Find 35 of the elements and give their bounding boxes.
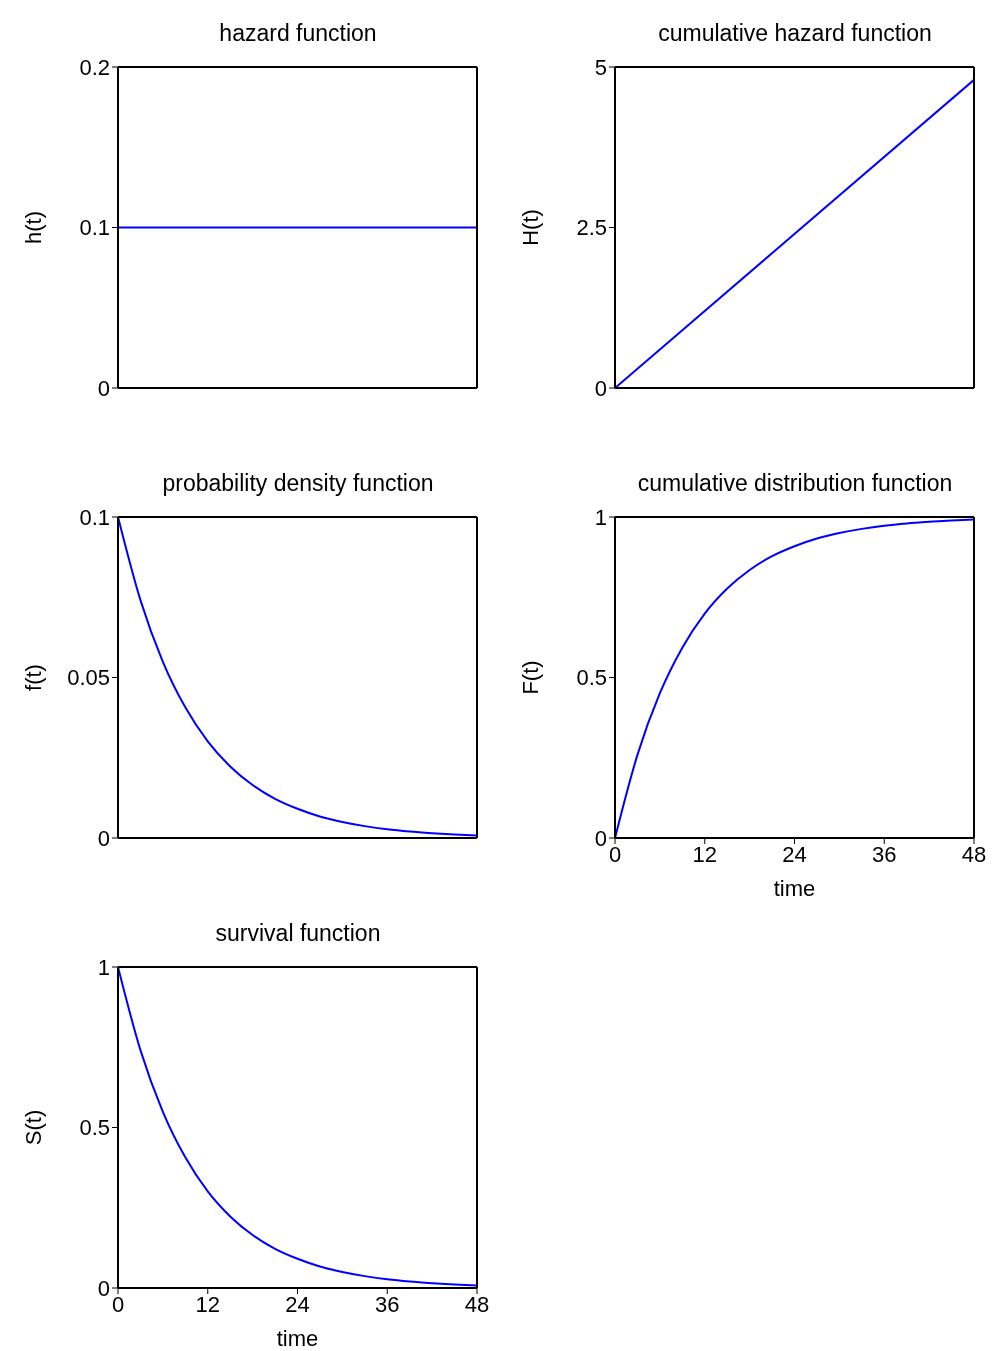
chart-title: cumulative distribution function	[636, 470, 954, 497]
x-axis-title: time	[773, 876, 816, 901]
y-tick-label: 0	[97, 375, 110, 401]
x-tick-label: 12	[195, 1291, 220, 1317]
y-axis-title: S(t)	[20, 1109, 46, 1146]
x-tick-label: 36	[375, 1291, 400, 1317]
chart-title: survival function	[214, 920, 382, 947]
x-tick-label: 12	[692, 841, 717, 867]
x-tick-label: 24	[782, 841, 807, 867]
y-axis-title: f(t)	[20, 664, 46, 691]
x-tick-label: 36	[872, 841, 897, 867]
chart-title: cumulative hazard function	[657, 20, 933, 47]
x-tick-label: 24	[285, 1291, 310, 1317]
y-tick-label: 0	[97, 1275, 110, 1301]
chart-title: probability density function	[161, 470, 435, 497]
y-tick-label: 2.5	[576, 215, 607, 241]
x-tick-label: 48	[464, 1291, 490, 1317]
x-tick-label: 48	[961, 841, 987, 867]
y-tick-label: 0.1	[79, 504, 110, 530]
y-tick-label: 0	[97, 825, 110, 851]
y-tick-label: 0.1	[79, 215, 110, 241]
y-tick-label: 0.05	[67, 665, 110, 691]
y-axis-title: H(t)	[517, 209, 543, 246]
y-tick-label: 5	[594, 54, 607, 80]
y-tick-label: 0.5	[79, 1115, 110, 1141]
y-tick-label: 0	[594, 375, 607, 401]
y-tick-label: 0.5	[576, 665, 607, 691]
y-tick-label: 1	[594, 504, 607, 530]
y-tick-label: 1	[97, 954, 110, 980]
y-axis-title: h(t)	[20, 211, 46, 244]
x-axis-title: time	[276, 1326, 319, 1351]
y-axis-title: F(t)	[517, 660, 543, 695]
chart-title: hazard function	[218, 20, 378, 47]
y-tick-label: 0	[594, 825, 607, 851]
y-tick-label: 0.2	[79, 54, 110, 80]
